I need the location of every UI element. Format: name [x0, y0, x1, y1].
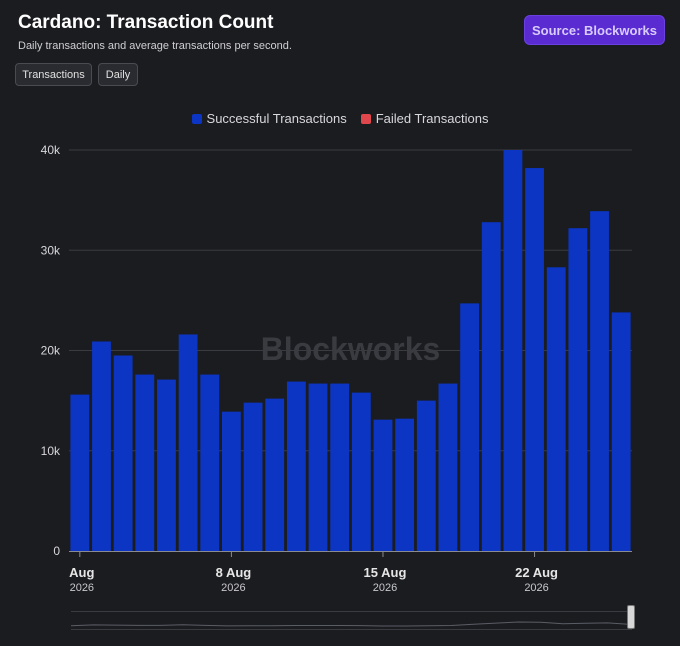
bar-successful [113, 355, 133, 551]
x-tick-label: 8 Aug [216, 565, 252, 580]
x-tick-sublabel: 2026 [221, 582, 245, 594]
range-navigator[interactable] [71, 611, 632, 630]
legend-swatch-successful [191, 113, 202, 124]
x-tick-sublabel: 2026 [524, 582, 548, 594]
interval-selector[interactable]: Daily [98, 63, 138, 86]
legend-swatch-failed [360, 113, 371, 124]
x-tick-sublabel: 2026 [70, 582, 94, 594]
bar-successful [200, 374, 220, 551]
watermark: Blockworks [261, 331, 441, 367]
x-tick-label: 22 Aug [515, 565, 558, 580]
y-tick-label: 10k [41, 444, 61, 458]
bar-successful [286, 381, 306, 551]
y-tick-label: 40k [41, 143, 61, 157]
bar-successful [70, 394, 90, 551]
legend-item-successful[interactable]: Successful Transactions [191, 111, 347, 126]
bar-successful [416, 400, 436, 551]
bar-successful [460, 303, 480, 551]
source-button[interactable]: Source: Blockworks [524, 15, 665, 45]
chart-title: Cardano: Transaction Count [18, 12, 274, 33]
x-tick-sublabel: 2026 [373, 582, 397, 594]
bar-successful [503, 150, 523, 551]
bar-successful [351, 392, 371, 551]
chart-legend: Successful Transactions Failed Transacti… [0, 111, 680, 126]
bar-successful [373, 419, 393, 551]
legend-label-failed: Failed Transactions [375, 111, 489, 126]
bar-successful [178, 334, 198, 551]
bar-successful [308, 383, 328, 551]
navigator-series-line [70, 621, 631, 627]
navigator-handle[interactable] [627, 605, 635, 629]
bar-successful [546, 267, 566, 551]
chart-subtitle: Daily transactions and average transacti… [18, 40, 292, 52]
y-tick-label: 30k [41, 243, 61, 257]
bar-successful [330, 383, 350, 551]
x-tick-label: 15 Aug [364, 565, 407, 580]
bar-successful [395, 418, 415, 551]
bar-successful [221, 411, 241, 551]
legend-label-successful: Successful Transactions [206, 111, 347, 126]
bar-successful [157, 379, 176, 551]
x-tick-label: Aug [69, 565, 94, 580]
bar-successful [265, 398, 285, 551]
y-tick-label: 20k [41, 344, 61, 358]
bar-successful [568, 228, 588, 551]
metric-selector[interactable]: Transactions [15, 63, 92, 86]
bar-successful [611, 312, 631, 551]
legend-item-failed[interactable]: Failed Transactions [360, 111, 489, 126]
bar-successful [92, 341, 111, 551]
y-tick-label: 0 [53, 544, 60, 558]
bar-successful [525, 168, 544, 552]
bar-successful [438, 383, 458, 551]
bar-successful [481, 222, 501, 551]
bar-successful [590, 211, 609, 551]
bar-successful [135, 374, 155, 551]
bar-successful [243, 402, 263, 551]
